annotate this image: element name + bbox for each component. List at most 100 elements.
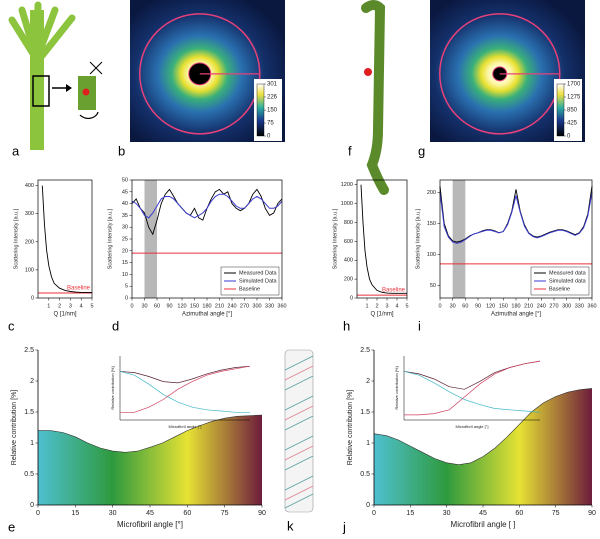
legend-label: Baseline xyxy=(239,286,260,292)
x-tick-label: 240 xyxy=(227,303,236,309)
y-tick-label: 50 xyxy=(122,177,128,183)
chart-panel: 1 2 3 4 5 0 200 400 600 800 1000 1200 Q [1/nm] Scatte… xyxy=(332,179,409,318)
area xyxy=(38,415,262,505)
x-tick-label: 15 xyxy=(71,510,79,517)
x-tick-label: 180 xyxy=(511,303,520,309)
x-tick-label: 270 xyxy=(240,303,249,309)
x-tick-label: 30 xyxy=(141,303,147,309)
panel-letter: b xyxy=(118,143,125,158)
area-edge xyxy=(373,388,593,466)
chart-panel: 0 30 60 90 120 150 180 210 240 270 300 330 360051015… xyxy=(107,177,286,317)
y-tick-label: 5 xyxy=(125,284,128,290)
panel-letter: j xyxy=(342,519,346,534)
x-tick-label: 150 xyxy=(190,303,199,309)
panel-letter: k xyxy=(287,518,294,533)
x-tick-label: 120 xyxy=(486,303,495,309)
x-tick-label: 120 xyxy=(177,303,186,309)
panel-letter: d xyxy=(112,318,119,333)
y-tick-label: 15 xyxy=(122,260,128,266)
x-axis-label: Azimuthal angle [°] xyxy=(182,312,232,318)
inset-line xyxy=(119,371,250,413)
colorbar-label: 226 xyxy=(267,95,278,101)
inset-axes xyxy=(119,356,250,421)
panel-letter: a xyxy=(12,143,20,158)
x-tick-label: 45 xyxy=(479,510,487,517)
y-tick-label: 100 xyxy=(427,252,436,258)
x-tick-label: 1 xyxy=(47,303,50,309)
y-tick-label: 0.5 xyxy=(24,471,34,478)
x-tick-label: 360 xyxy=(587,303,596,309)
x-tick-label: 1 xyxy=(365,303,368,309)
inset-line xyxy=(120,365,251,413)
y-tick-label: 2.5 xyxy=(24,347,34,354)
y-tick-label: 0 xyxy=(366,502,370,509)
x-tick-label: 150 xyxy=(499,303,508,309)
y-axis-label: Scattering Intensity [a.u.] xyxy=(415,208,421,269)
colorbar xyxy=(256,83,265,137)
legend-label: Measured Data xyxy=(239,270,278,276)
x-tick-label: 4 xyxy=(395,303,398,309)
panel-letter: f xyxy=(348,143,352,158)
inset-x-label: Microfibril angle [°] xyxy=(456,424,489,429)
y-tick-label: 300 xyxy=(25,211,34,217)
x-tick-label: 60 xyxy=(515,510,523,517)
highlight-band xyxy=(144,180,157,298)
detector-image: 0 75 150 226 301 xyxy=(130,0,285,142)
x-tick-label: 30 xyxy=(443,510,451,517)
x-tick-label: 210 xyxy=(215,303,224,309)
panel-letter: c xyxy=(8,318,15,333)
x-tick-label: 60 xyxy=(462,303,468,309)
x-tick-label: 2 xyxy=(375,303,378,309)
x-tick-label: 60 xyxy=(183,510,191,517)
y-tick-label: 1 xyxy=(30,440,34,447)
x-tick-label: 3 xyxy=(385,303,388,309)
y-tick-label: 200 xyxy=(344,277,353,283)
y-tick-label: 150 xyxy=(427,221,436,227)
inset-y-label: Relative contribution [%] xyxy=(110,366,115,409)
y-tick-label: 1000 xyxy=(341,201,353,207)
chart-panel: 0 15 30 45 60 75 90 0 0.5 1 1.5 2 2.5 Microfibril ang… xyxy=(11,347,266,529)
x-tick-label: 60 xyxy=(154,303,160,309)
colorbar xyxy=(556,83,565,137)
x-tick-label: 180 xyxy=(202,303,211,309)
y-tick-label: 400 xyxy=(25,183,34,189)
area xyxy=(374,388,592,505)
chart-panel: 0 15 30 45 60 75 90 0 0.5 1 1.5 2 2.5 Microfibril ang… xyxy=(347,347,596,529)
colorbar-label: 150 xyxy=(267,108,278,114)
chart-panel: 1 2 3 4 5 0 100 200 300 400 Q [1/nm] Scattering Int… xyxy=(13,179,94,318)
inset-x-label: Microfibril angle [°] xyxy=(169,424,202,429)
x-tick-label: 300 xyxy=(252,303,261,309)
y-tick-label: 0 xyxy=(125,295,128,301)
y-axis-label: Relative contribution [%] xyxy=(11,390,18,466)
x-tick-label: 45 xyxy=(146,510,154,517)
y-tick-label: 100 xyxy=(25,267,34,273)
panel-letter: i xyxy=(418,318,421,333)
baseline-label: Baseline xyxy=(67,286,91,292)
x-tick-label: 90 xyxy=(166,303,172,309)
y-tick-label: 25 xyxy=(122,236,128,242)
x-tick-label: 75 xyxy=(552,510,560,517)
colorbar-label: 0 xyxy=(267,134,271,140)
y-tick-label: 2.5 xyxy=(360,347,370,354)
x-tick-label: 2 xyxy=(58,303,61,309)
x-tick-label: 5 xyxy=(405,303,408,309)
x-tick-label: 5 xyxy=(90,303,93,309)
x-tick-label: 90 xyxy=(475,303,481,309)
y-tick-label: 1.5 xyxy=(24,409,34,416)
plot-frame xyxy=(37,179,93,299)
area-edge xyxy=(38,414,263,453)
x-tick-label: 0 xyxy=(438,303,441,309)
inset-line xyxy=(119,365,251,384)
colorbar-label: 850 xyxy=(567,108,578,114)
inset-line xyxy=(404,360,541,416)
x-tick-label: 90 xyxy=(588,510,596,517)
legend-label: Simulated data xyxy=(549,278,587,284)
legend-label: Baseline xyxy=(549,286,570,292)
y-tick-label: 2 xyxy=(366,378,370,385)
x-tick-label: 30 xyxy=(450,303,456,309)
inset-line xyxy=(403,371,541,413)
data-line xyxy=(439,192,593,244)
x-tick-label: 15 xyxy=(406,510,414,517)
baseline-label: Baseline xyxy=(382,288,406,294)
